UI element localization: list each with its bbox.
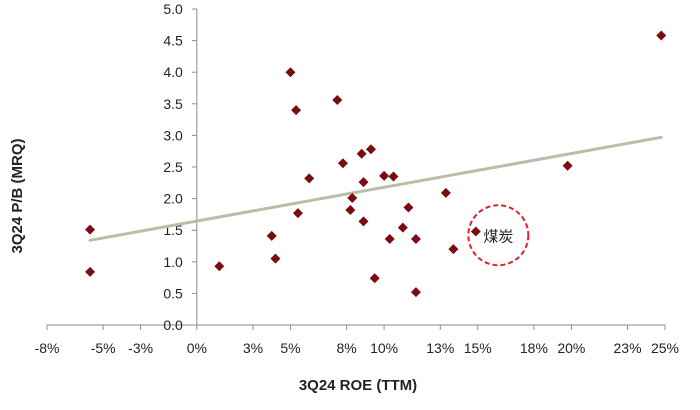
data-point xyxy=(656,30,667,41)
data-point xyxy=(384,234,395,245)
y-tick-label: 4.0 xyxy=(163,64,183,80)
x-tick-label: 15% xyxy=(464,340,492,356)
trendline xyxy=(88,135,663,242)
data-point xyxy=(345,204,356,215)
data-point xyxy=(214,261,225,272)
annotation-circle xyxy=(467,204,530,267)
data-point xyxy=(292,208,303,219)
data-point xyxy=(397,222,408,233)
data-point xyxy=(358,177,369,188)
data-point xyxy=(332,95,343,106)
data-point xyxy=(388,171,399,182)
x-tick-label: -3% xyxy=(128,340,153,356)
y-tick-label: 3.0 xyxy=(163,127,183,143)
data-point xyxy=(347,192,358,203)
y-axis-title: 3Q24 P/B (MRQ) xyxy=(9,138,26,253)
x-tick-label: 3% xyxy=(243,340,263,356)
data-point xyxy=(403,202,414,213)
data-point xyxy=(448,244,459,255)
y-tick-label: 0.5 xyxy=(163,285,183,301)
x-tick-label: 13% xyxy=(426,340,454,356)
data-point xyxy=(291,105,302,116)
x-tick-label: -8% xyxy=(35,340,60,356)
annotation-label: 煤炭 xyxy=(483,228,513,245)
y-tick-label: 0.0 xyxy=(163,317,183,333)
y-tick-label: 3.5 xyxy=(163,96,183,112)
x-tick-label: 18% xyxy=(520,340,548,356)
data-point xyxy=(285,67,296,78)
data-point xyxy=(379,170,390,181)
x-tick-label: 10% xyxy=(370,340,398,356)
data-point xyxy=(358,216,369,227)
y-tick-label: 2.5 xyxy=(163,159,183,175)
plot-area: -8% -5% -3% 0% 3% 5% 8% 10% 13% 15% 18% 20% 23% 25% 0.… xyxy=(35,1,679,356)
data-point xyxy=(440,187,451,198)
data-point xyxy=(410,234,421,245)
y-tick-label: 5.0 xyxy=(163,1,183,17)
data-point xyxy=(337,158,348,169)
x-tick-label: 5% xyxy=(280,340,300,356)
y-tick-label: 4.5 xyxy=(163,33,183,49)
x-tick-label: 23% xyxy=(614,340,642,356)
data-point xyxy=(410,287,421,298)
x-tick-label: 0% xyxy=(187,340,207,356)
data-point xyxy=(266,230,277,241)
data-point xyxy=(270,253,281,264)
y-tick-label: 1.0 xyxy=(163,254,183,270)
data-point xyxy=(365,144,376,155)
data-point xyxy=(85,266,96,277)
x-tick-label: -5% xyxy=(91,340,116,356)
x-tick-label: 20% xyxy=(557,340,585,356)
data-point xyxy=(304,173,315,184)
x-tick-label: 25% xyxy=(651,340,679,356)
data-point xyxy=(470,226,481,237)
x-axis-title: 3Q24 ROE (TTM) xyxy=(299,377,417,394)
y-tick-label: 2.0 xyxy=(163,191,183,207)
x-tick-label: 8% xyxy=(337,340,357,356)
data-point xyxy=(85,224,96,235)
data-point xyxy=(369,273,380,284)
data-point xyxy=(356,148,367,159)
data-point xyxy=(562,160,573,171)
